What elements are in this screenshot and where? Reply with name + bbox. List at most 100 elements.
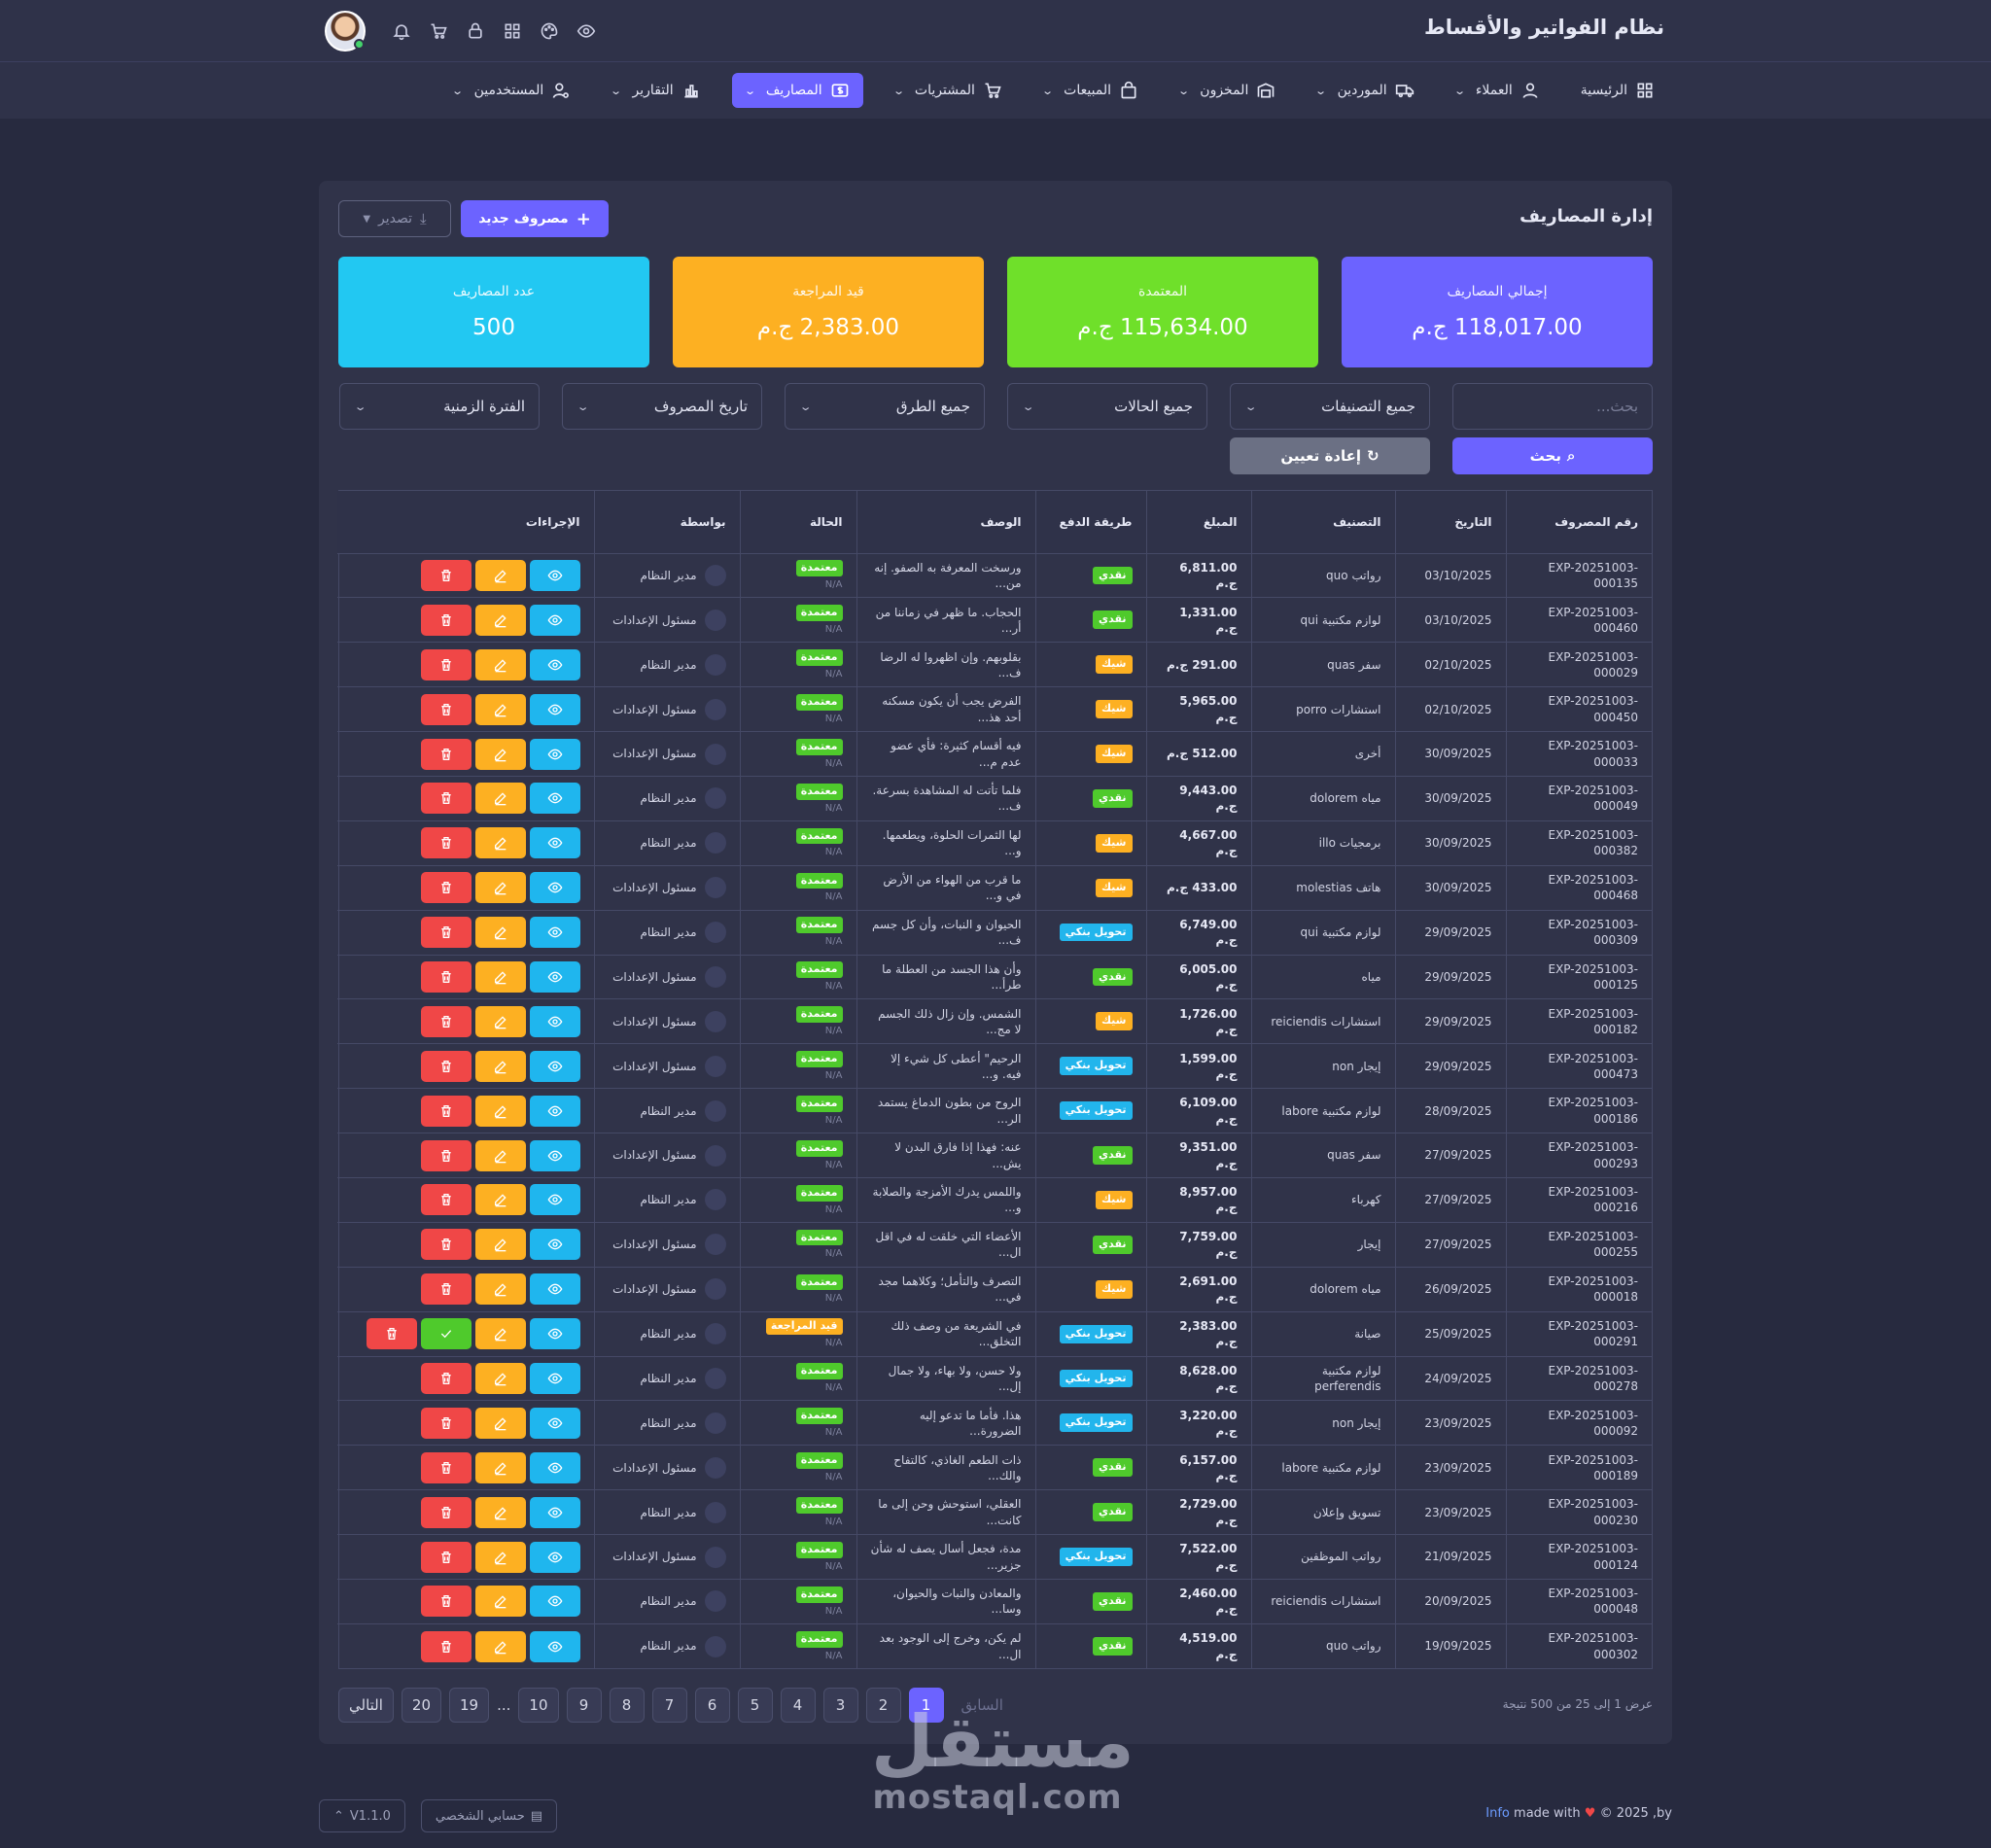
view-button[interactable] [529, 1229, 580, 1261]
table-row[interactable]: EXP-20251003-000048 20/09/2025 استشارات re… [337, 1578, 1652, 1624]
version-button[interactable]: V1.1.0 ⌃ [319, 1799, 405, 1832]
view-button[interactable] [529, 1273, 580, 1306]
delete-button[interactable] [420, 1229, 472, 1261]
edit-button[interactable] [474, 1273, 526, 1306]
palette-icon[interactable] [531, 11, 568, 52]
edit-button[interactable] [474, 872, 526, 904]
edit-button[interactable] [474, 1139, 526, 1171]
search-input[interactable]: بحث... [1452, 383, 1653, 430]
page-button[interactable]: 7 [651, 1688, 687, 1723]
view-button[interactable] [529, 1095, 580, 1127]
lock-icon[interactable] [457, 11, 494, 52]
eye-icon[interactable] [568, 11, 605, 52]
table-row[interactable]: EXP-20251003-000018 26/09/2025 مياه dolore… [337, 1266, 1652, 1312]
table-row[interactable]: EXP-20251003-000135 03/10/2025 رواتب quo 6,… [337, 552, 1652, 598]
view-button[interactable] [529, 1362, 580, 1394]
export-button[interactable]: ⤓ تصدير ▼ [338, 200, 451, 237]
delete-button[interactable] [420, 693, 472, 725]
view-button[interactable] [529, 1050, 580, 1082]
edit-button[interactable] [474, 960, 526, 993]
edit-button[interactable] [474, 783, 526, 815]
view-button[interactable] [529, 604, 580, 636]
column-header[interactable]: طريقة الدفع [1034, 491, 1146, 553]
delete-button[interactable] [420, 604, 472, 636]
page-button[interactable]: 9 [566, 1688, 602, 1723]
edit-button[interactable] [474, 1407, 526, 1439]
view-button[interactable] [529, 1318, 580, 1350]
view-button[interactable] [529, 1451, 580, 1483]
column-header[interactable]: المبلغ [1145, 491, 1251, 553]
table-row[interactable]: EXP-20251003-000468 30/09/2025 هاتف molest… [337, 864, 1652, 911]
column-header[interactable]: رقم المصروف [1505, 491, 1652, 553]
delete-button[interactable] [420, 1496, 472, 1528]
nav-item-1[interactable]: العملاء ⌄ [1446, 73, 1550, 108]
page-button[interactable]: 8 [609, 1688, 645, 1723]
table-row[interactable]: EXP-20251003-000450 02/10/2025 استشارات po… [337, 686, 1652, 732]
edit-button[interactable] [474, 1229, 526, 1261]
view-button[interactable] [529, 827, 580, 859]
edit-button[interactable] [474, 1095, 526, 1127]
new-expense-button[interactable]: + مصروف جديد [461, 200, 609, 237]
column-header[interactable]: التصنيف [1250, 491, 1395, 553]
nav-item-4[interactable]: المبيعات ⌄ [1033, 73, 1148, 108]
delete-button[interactable] [420, 1273, 472, 1306]
view-button[interactable] [529, 648, 580, 680]
edit-button[interactable] [474, 827, 526, 859]
delete-button[interactable] [420, 1407, 472, 1439]
page-button[interactable]: 2 [865, 1688, 901, 1723]
page-button[interactable]: 19 [449, 1688, 490, 1723]
edit-button[interactable] [474, 1005, 526, 1037]
table-row[interactable]: EXP-20251003-000460 03/10/2025 لوازم مكتبي… [337, 597, 1652, 643]
delete-button[interactable] [420, 872, 472, 904]
table-row[interactable]: EXP-20251003-000293 27/09/2025 سفر quas 9,3… [337, 1133, 1652, 1178]
table-row[interactable]: EXP-20251003-000029 02/10/2025 سفر quas 291… [337, 642, 1652, 687]
delete-button[interactable] [420, 1630, 472, 1662]
edit-button[interactable] [474, 1451, 526, 1483]
search-button[interactable]: ⌕ بحث [1452, 437, 1653, 474]
info-link[interactable]: Info [1485, 1806, 1510, 1821]
table-row[interactable]: EXP-20251003-000182 29/09/2025 استشارات re… [337, 998, 1652, 1044]
delete-button[interactable] [420, 917, 472, 949]
delete-button[interactable] [420, 783, 472, 815]
page-button[interactable]: 4 [780, 1688, 816, 1723]
table-row[interactable]: EXP-20251003-000186 28/09/2025 لوازم مكتبي… [337, 1088, 1652, 1133]
page-button[interactable]: 1 [908, 1688, 944, 1723]
view-button[interactable] [529, 1496, 580, 1528]
edit-button[interactable] [474, 1184, 526, 1216]
bell-icon[interactable] [383, 11, 420, 52]
view-button[interactable] [529, 738, 580, 770]
column-header[interactable]: بواسطة [593, 491, 740, 553]
edit-button[interactable] [474, 1318, 526, 1350]
page-button[interactable]: 6 [694, 1688, 730, 1723]
view-button[interactable] [529, 559, 580, 591]
view-button[interactable] [529, 917, 580, 949]
edit-button[interactable] [474, 1630, 526, 1662]
edit-button[interactable] [474, 1050, 526, 1082]
view-button[interactable] [529, 960, 580, 993]
nav-item-7[interactable]: التقارير ⌄ [602, 73, 710, 108]
edit-button[interactable] [474, 1362, 526, 1394]
view-button[interactable] [529, 783, 580, 815]
approve-button[interactable] [420, 1318, 472, 1350]
user-avatar[interactable] [325, 11, 366, 52]
view-button[interactable] [529, 1184, 580, 1216]
view-button[interactable] [529, 1630, 580, 1662]
nav-item-8[interactable]: المستخدمين ⌄ [443, 73, 580, 108]
view-button[interactable] [529, 1586, 580, 1618]
next-page-button[interactable]: التالي [338, 1688, 394, 1723]
page-button[interactable]: 3 [822, 1688, 858, 1723]
column-header[interactable]: التاريخ [1394, 491, 1506, 553]
edit-button[interactable] [474, 693, 526, 725]
table-row[interactable]: EXP-20251003-000189 23/09/2025 لوازم مكتبي… [337, 1445, 1652, 1490]
reset-button[interactable]: ↻ إعادة تعيين [1230, 437, 1430, 474]
nav-item-0[interactable]: الرئيسية [1571, 73, 1664, 108]
edit-button[interactable] [474, 648, 526, 680]
delete-button[interactable] [420, 1005, 472, 1037]
table-row[interactable]: EXP-20251003-000049 30/09/2025 مياه dolore… [337, 775, 1652, 821]
nav-item-2[interactable]: الموردين ⌄ [1307, 73, 1423, 108]
view-button[interactable] [529, 1005, 580, 1037]
edit-button[interactable] [474, 1541, 526, 1573]
nav-item-5[interactable]: المشتريات ⌄ [885, 73, 1012, 108]
column-header[interactable]: الوصف [856, 491, 1035, 553]
delete-button[interactable] [420, 1184, 472, 1216]
